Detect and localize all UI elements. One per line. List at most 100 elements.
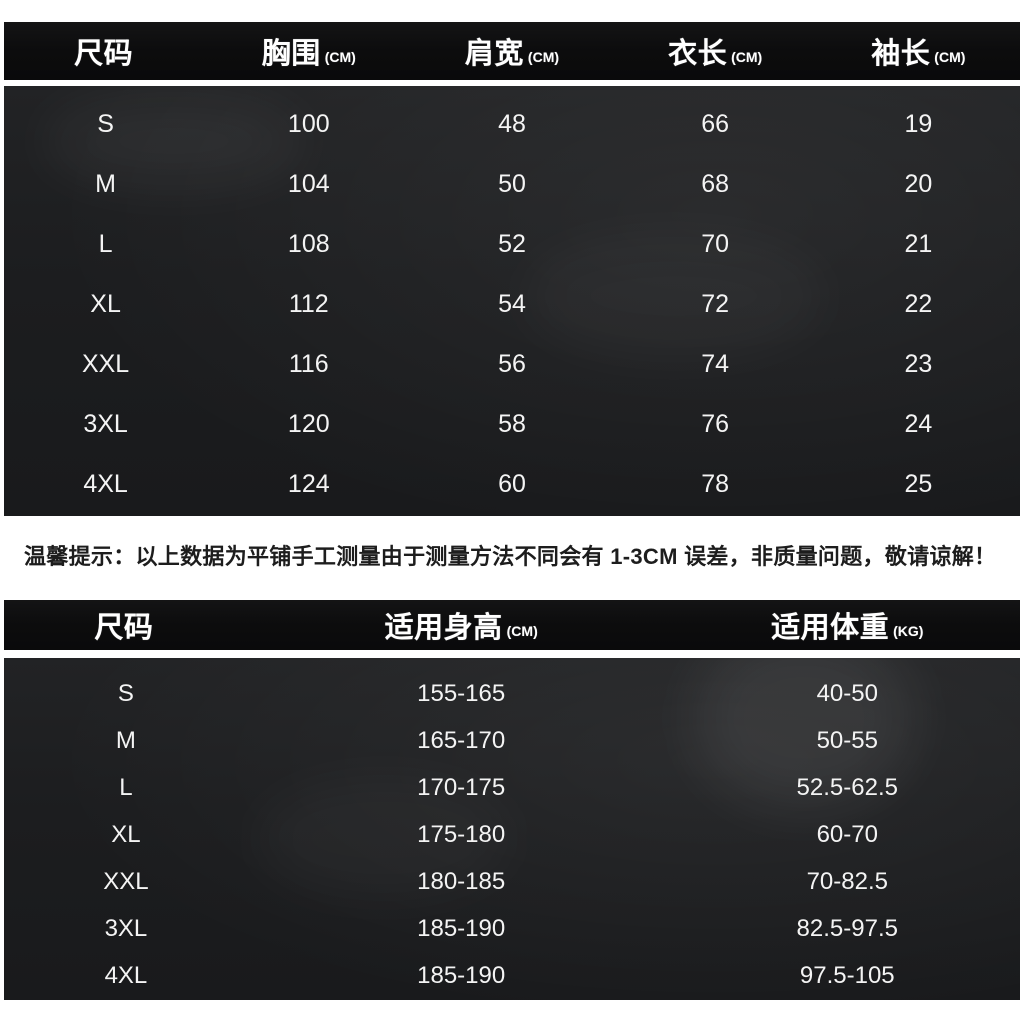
- table-row: 3XL 185-190 82.5-97.5: [4, 905, 1020, 952]
- cell-weight: 50-55: [816, 726, 878, 754]
- column-header-size-label: 尺码: [74, 38, 134, 70]
- table-row: L 170-175 52.5-62.5: [4, 764, 1020, 811]
- table-row: 4XL 185-190 97.5-105: [4, 952, 1020, 999]
- cell-length: 76: [701, 409, 730, 438]
- cell-chest: 104: [287, 169, 330, 198]
- column-header-length: 衣长 (CM): [614, 30, 817, 72]
- column-header-chest: 胸围 (CM): [207, 30, 410, 72]
- cell-weight: 97.5-105: [799, 961, 895, 989]
- column-header-shoulder-label: 肩宽: [464, 38, 524, 70]
- cell-height: 185-190: [417, 914, 506, 942]
- cell-sleeve: 25: [904, 469, 933, 498]
- cell-sleeve: 21: [904, 229, 933, 258]
- cell-size: 3XL: [104, 914, 148, 942]
- fit-table-header: 尺码 适用身高 (CM) 适用体重 (KG): [4, 600, 1020, 650]
- cell-length: 72: [701, 289, 730, 318]
- column-header-size: 尺码: [4, 30, 207, 72]
- cell-length: 78: [701, 469, 730, 498]
- cell-size: M: [95, 169, 116, 198]
- cell-length: 68: [701, 169, 730, 198]
- table-row: 4XL 124 60 78 25: [4, 454, 1020, 514]
- cell-chest: 124: [287, 469, 330, 498]
- cell-weight: 70-82.5: [806, 867, 888, 895]
- cell-weight: 60-70: [816, 820, 878, 848]
- measurement-note: 温馨提示：以上数据为平铺手工测量由于测量方法不同会有 1-3CM 误差，非质量问…: [24, 544, 997, 569]
- cell-shoulder: 58: [498, 409, 526, 438]
- column-header-size: 尺码: [4, 604, 248, 646]
- column-header-sleeve-label: 袖长: [871, 38, 931, 70]
- cell-chest: 108: [287, 229, 330, 258]
- cell-size: S: [117, 679, 134, 707]
- column-header-shoulder-unit: (CM): [527, 49, 560, 65]
- measurement-table-header: 尺码 胸围 (CM) 肩宽 (CM) 衣长 (CM) 袖长 (CM): [4, 22, 1020, 80]
- cell-length: 66: [701, 109, 730, 138]
- cell-height: 155-165: [417, 679, 506, 707]
- cell-size: L: [119, 773, 133, 801]
- column-header-weight-unit: (KG): [893, 623, 924, 639]
- cell-length: 74: [701, 349, 730, 378]
- cell-size: 4XL: [83, 469, 128, 498]
- table-row: XL 175-180 60-70: [4, 811, 1020, 858]
- column-header-height-unit: (CM): [506, 623, 538, 639]
- column-header-shoulder: 肩宽 (CM): [410, 30, 613, 72]
- header-row: 尺码 适用身高 (CM) 适用体重 (KG): [4, 600, 1020, 650]
- cell-size: L: [98, 229, 113, 258]
- cell-height: 180-185: [417, 867, 506, 895]
- cell-height: 165-170: [417, 726, 506, 754]
- table-row: M 165-170 50-55: [4, 717, 1020, 764]
- cell-height: 175-180: [417, 820, 506, 848]
- table-row: XXL 116 56 74 23: [4, 334, 1020, 394]
- table-row: S 100 48 66 19: [4, 94, 1020, 154]
- cell-sleeve: 20: [904, 169, 933, 198]
- table-row: M 104 50 68 20: [4, 154, 1020, 214]
- column-header-height-label: 适用身高: [384, 612, 503, 644]
- cell-size: XL: [90, 289, 121, 318]
- table-row: S 155-165 40-50: [4, 670, 1020, 717]
- cell-shoulder: 56: [498, 349, 526, 378]
- column-header-length-unit: (CM): [731, 49, 763, 65]
- table-row: L 108 52 70 21: [4, 214, 1020, 274]
- cell-size: 3XL: [83, 409, 128, 438]
- cell-shoulder: 52: [498, 229, 526, 258]
- column-header-chest-label: 胸围: [261, 38, 321, 70]
- cell-size: XXL: [81, 349, 130, 378]
- cell-size: M: [115, 726, 136, 754]
- table-row: 3XL 120 58 76 24: [4, 394, 1020, 454]
- cell-chest: 100: [287, 109, 330, 138]
- column-header-weight: 适用体重 (KG): [675, 604, 1020, 646]
- measurement-table-body: S 100 48 66 19 M 104 50 68 20 L 108 52 7…: [4, 86, 1020, 516]
- cell-shoulder: 50: [498, 169, 526, 198]
- cell-height: 185-190: [417, 961, 506, 989]
- cell-size: XXL: [103, 867, 149, 895]
- cell-height: 170-175: [417, 773, 506, 801]
- table-row: XL 112 54 72 22: [4, 274, 1020, 334]
- cell-chest: 116: [288, 349, 329, 378]
- cell-weight: 40-50: [816, 679, 878, 707]
- fit-table-body: S 155-165 40-50 M 165-170 50-55 L 170-17…: [4, 658, 1020, 1000]
- cell-shoulder: 54: [498, 289, 526, 318]
- cell-size: S: [97, 109, 114, 138]
- column-header-size-label: 尺码: [94, 612, 154, 644]
- column-header-sleeve-unit: (CM): [934, 49, 966, 65]
- cell-weight: 82.5-97.5: [796, 914, 898, 942]
- column-header-chest-unit: (CM): [324, 49, 356, 65]
- header-row: 尺码 胸围 (CM) 肩宽 (CM) 衣长 (CM) 袖长 (CM): [4, 22, 1020, 80]
- column-header-sleeve: 袖长 (CM): [817, 30, 1020, 72]
- cell-sleeve: 24: [904, 409, 933, 438]
- cell-size: XL: [111, 820, 141, 848]
- cell-chest: 120: [287, 409, 330, 438]
- column-header-height: 适用身高 (CM): [248, 604, 675, 646]
- cell-size: 4XL: [104, 961, 148, 989]
- column-header-weight-label: 适用体重: [771, 612, 890, 644]
- cell-weight: 52.5-62.5: [796, 773, 898, 801]
- cell-chest: 112: [288, 289, 329, 318]
- table-row: XXL 180-185 70-82.5: [4, 858, 1020, 905]
- cell-length: 70: [701, 229, 730, 258]
- cell-sleeve: 23: [904, 349, 933, 378]
- column-header-length-label: 衣长: [668, 38, 728, 70]
- cell-sleeve: 19: [904, 109, 933, 138]
- cell-sleeve: 22: [904, 289, 933, 318]
- cell-shoulder: 60: [498, 469, 526, 498]
- cell-shoulder: 48: [498, 109, 526, 138]
